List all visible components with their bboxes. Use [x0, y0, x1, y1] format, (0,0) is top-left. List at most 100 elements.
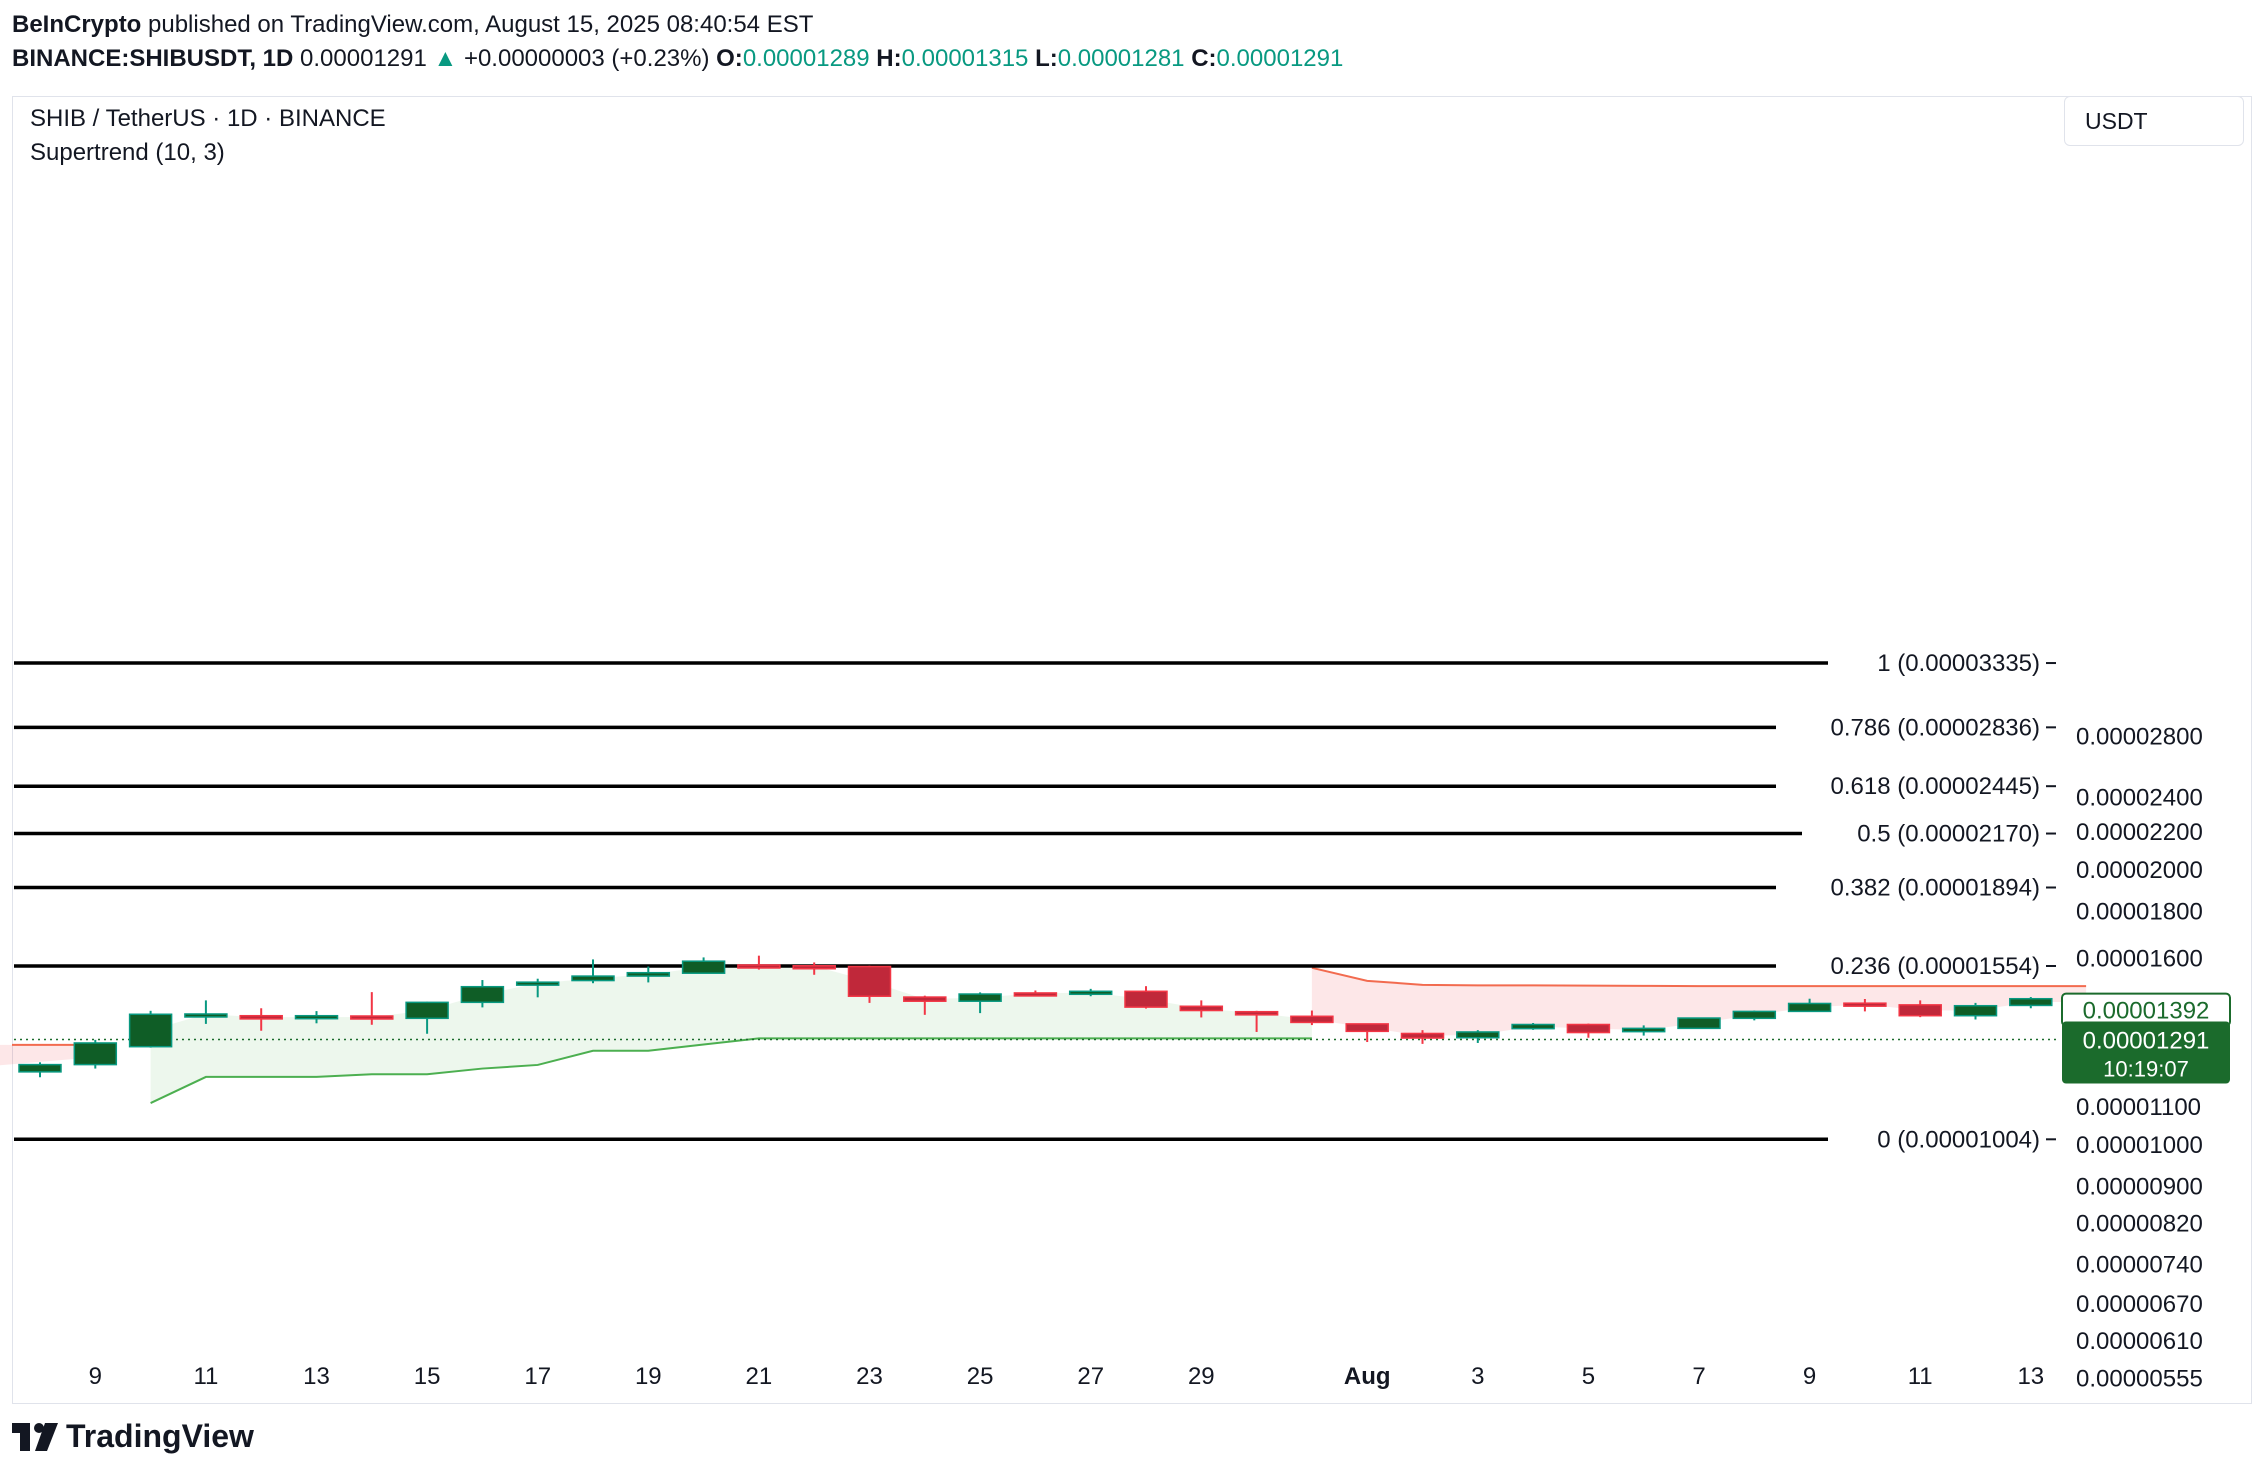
candle-body	[792, 964, 836, 970]
fib-level-label: 0.236 (0.00001554)	[1830, 953, 2040, 980]
candle-body	[1621, 1027, 1666, 1033]
current-price-badge	[2062, 1021, 2230, 1084]
candle-body	[1511, 1023, 1555, 1030]
price-axis-label: 0.00000610	[2076, 1328, 2203, 1355]
candle-body	[1345, 1023, 1389, 1033]
candle-body	[1732, 1010, 1777, 1020]
low-label: L:	[1035, 45, 1058, 72]
candle-body	[515, 981, 560, 986]
time-axis-label: 19	[635, 1363, 662, 1390]
price-axis-label: 0.00001800	[2076, 899, 2203, 926]
candle-body	[903, 996, 947, 1002]
tradingview-wordmark: TradingView	[66, 1418, 254, 1454]
current-price-text: 0.00001291	[2083, 1028, 2210, 1055]
candle-body	[128, 1013, 173, 1048]
tradingview-logo[interactable]: TradingView	[12, 1418, 254, 1455]
time-axis-label: 17	[524, 1363, 551, 1390]
supertrend-support-line	[150, 1037, 1312, 1104]
time-axis-label: 3	[1471, 1363, 1484, 1390]
candle-body	[18, 1063, 62, 1073]
price-axis-label: 0.00001000	[2076, 1132, 2203, 1159]
fib-level-label: 0.5 (0.00002170)	[1857, 821, 2040, 848]
candle-body	[1677, 1017, 1721, 1030]
time-axis-label: 23	[856, 1363, 883, 1390]
close-label: C:	[1191, 45, 1217, 72]
candle-body	[1234, 1010, 1279, 1016]
price-axis-label: 0.00000555	[2076, 1365, 2203, 1392]
price-axis-label: 0.00002800	[2076, 723, 2203, 750]
time-axis-label: 9	[89, 1363, 102, 1390]
price-change: +0.00000003 (+0.23%)	[463, 45, 710, 72]
candle-body	[1953, 1004, 1998, 1017]
time-axis-label: 7	[1692, 1363, 1705, 1390]
price-axis-label: 0.00000900	[2076, 1174, 2203, 1201]
supertrend-value-text: 0.00001392	[2083, 998, 2210, 1025]
pair-legend[interactable]: SHIB / TetherUS · 1D · BINANCE	[30, 105, 386, 132]
time-axis-label: 9	[1803, 1363, 1816, 1390]
time-axis-label: 29	[1188, 1363, 1215, 1390]
candle-body	[350, 1015, 394, 1020]
ohlc-line: BINANCE:SHIBUSDT, 1D 0.00001291 ▲ +0.000…	[12, 42, 2252, 76]
time-axis-label: 15	[414, 1363, 441, 1390]
candle-body	[73, 1042, 118, 1066]
supertrend-resistance-line	[1311, 966, 2087, 988]
open-value: 0.00001289	[742, 45, 870, 72]
fib-level-label: 0 (0.00001004)	[1877, 1126, 2040, 1153]
candle-body	[460, 985, 505, 1004]
price-axis-label: 0.00001600	[2076, 945, 2203, 972]
candle-body	[1898, 1004, 1942, 1017]
time-axis-label: 11	[1908, 1363, 1933, 1390]
high-label: H:	[876, 45, 902, 72]
candle-body	[1068, 990, 1113, 996]
candle-body	[626, 971, 671, 977]
price-axis-label: 0.00000820	[2076, 1211, 2203, 1238]
candle-body	[184, 1013, 228, 1018]
chart-header: BeInCrypto published on TradingView.com,…	[12, 8, 2252, 76]
candle-body	[571, 975, 615, 982]
bar-countdown-text: 10:19:07	[2103, 1057, 2189, 1082]
candle-body	[294, 1014, 339, 1020]
fib-level-label: 0.618 (0.00002445)	[1830, 773, 2040, 800]
indicator-legend[interactable]: Supertrend (10, 3)	[30, 139, 225, 166]
last-price: 0.00001291	[300, 45, 427, 72]
time-axis-label: 5	[1582, 1363, 1595, 1390]
publisher-name[interactable]: BeInCrypto	[12, 11, 142, 38]
candle-body	[958, 993, 1002, 1002]
price-axis-label: 0.00002000	[2076, 857, 2203, 884]
publish-line: BeInCrypto published on TradingView.com,…	[12, 8, 2252, 42]
high-value: 0.00001315	[901, 45, 1029, 72]
candle-body	[1456, 1031, 1500, 1039]
candle-body	[847, 965, 892, 997]
time-axis-label: 25	[967, 1363, 994, 1390]
currency-unit-button[interactable]: USDT	[2064, 96, 2244, 146]
supertrend-support-fill	[150, 965, 1312, 1104]
candle-body	[1124, 990, 1168, 1008]
candle-body	[405, 1001, 449, 1020]
candle-body	[681, 960, 726, 974]
tradingview-logo-icon	[12, 1422, 58, 1451]
candle-body	[1843, 1002, 1887, 1007]
price-axis-label: 0.00002200	[2076, 819, 2203, 846]
low-value: 0.00001281	[1057, 45, 1185, 72]
price-axis-label: 0.00000670	[2076, 1291, 2203, 1318]
candle-body	[1013, 992, 1058, 997]
price-axis-label: 0.00001100	[2076, 1094, 2201, 1121]
close-value: 0.00001291	[1216, 45, 1344, 72]
candle-body	[1400, 1032, 1445, 1039]
time-axis-label: Aug	[1344, 1363, 1391, 1390]
price-axis-label: 0.00002400	[2076, 785, 2203, 812]
chart-frame	[12, 96, 2252, 1404]
candle-body	[1566, 1023, 1611, 1034]
candle-body	[1290, 1015, 1334, 1024]
time-axis-label: 11	[193, 1363, 218, 1390]
fib-level-label: 0.786 (0.00002836)	[1830, 714, 2040, 741]
price-axis-label: 0.00000740	[2076, 1251, 2203, 1278]
candle-body	[2009, 997, 2053, 1007]
up-arrow-icon: ▲	[433, 45, 458, 72]
candle-body	[1179, 1005, 1224, 1012]
candle-body	[239, 1014, 283, 1020]
symbol-label[interactable]: BINANCE:SHIBUSDT, 1D	[12, 45, 294, 72]
published-text: published on TradingView.com, August 15,…	[148, 11, 814, 38]
supertrend-resistance-fill	[1311, 967, 2087, 1036]
